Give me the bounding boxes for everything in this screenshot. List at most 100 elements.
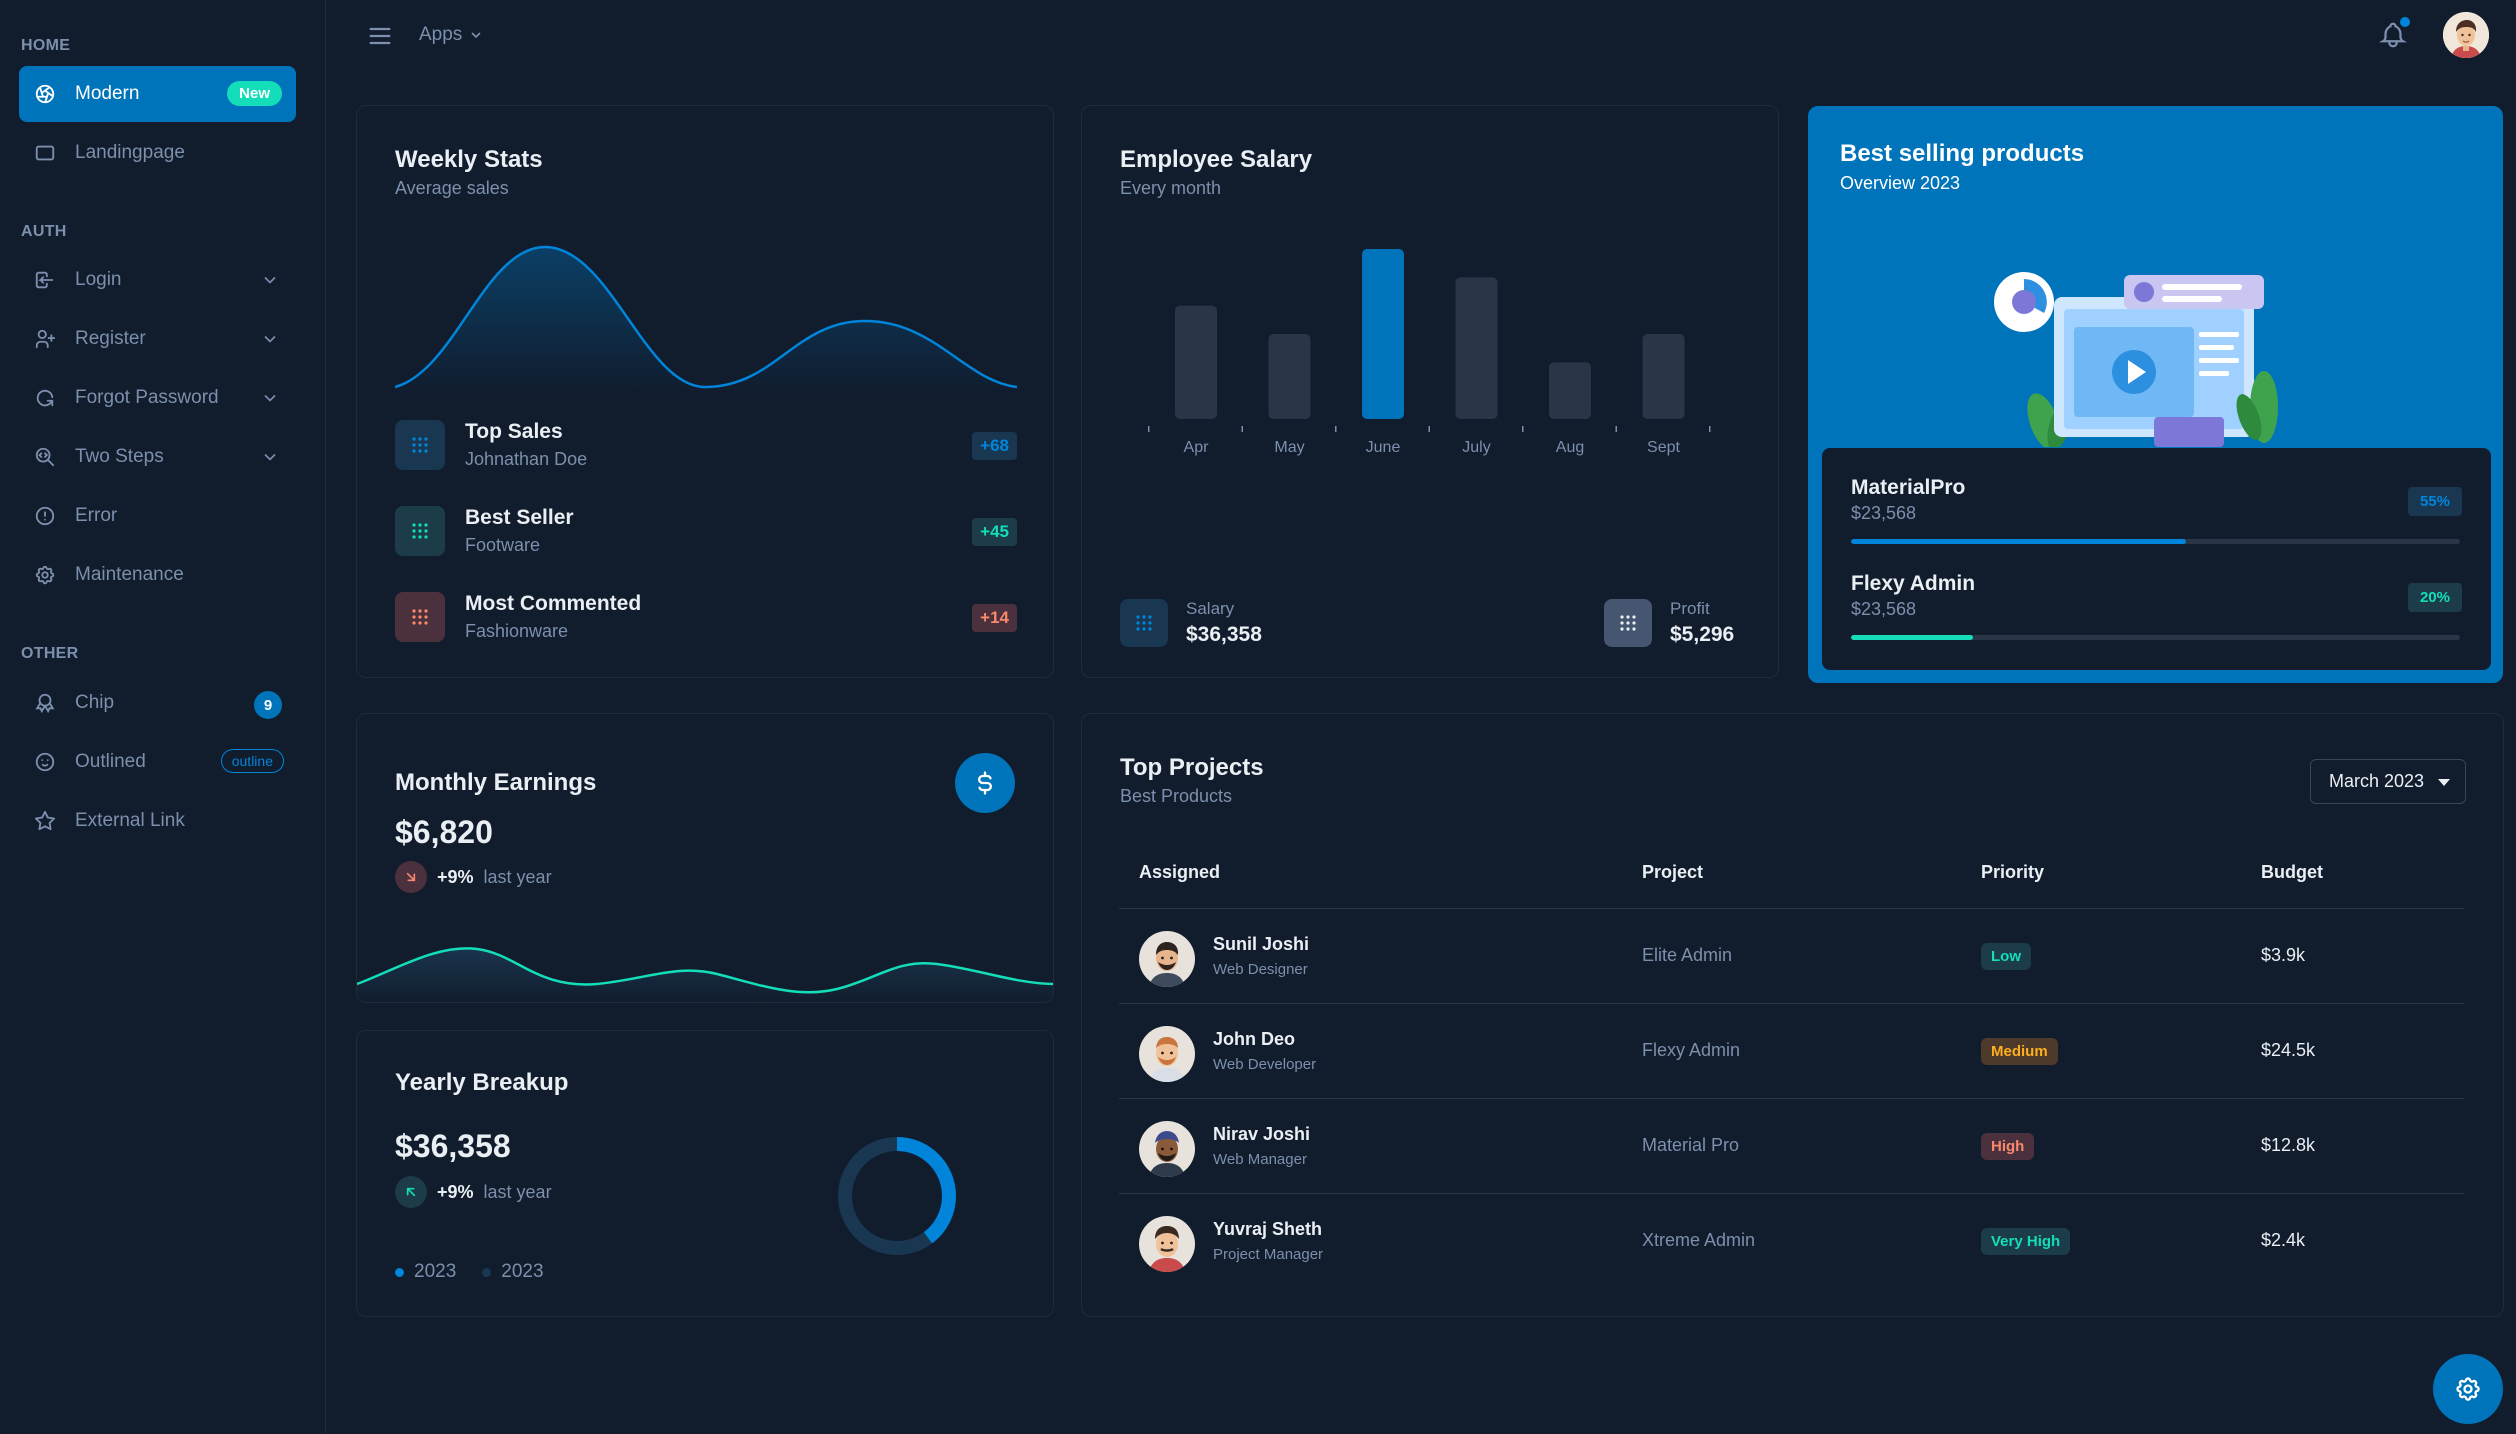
menu-icon[interactable] <box>366 22 394 50</box>
zoom-code-icon <box>33 445 57 469</box>
sidebar-item-label: Modern <box>75 83 140 104</box>
avatar <box>1139 1216 1195 1272</box>
chevron-down-icon <box>471 32 481 39</box>
card-subtitle: Average sales <box>395 178 509 198</box>
best-selling-card: Best selling products Overview 2023 Mate… <box>1808 106 2503 683</box>
card-title: Yearly Breakup <box>395 1069 569 1096</box>
award-icon <box>33 691 57 715</box>
salary-bar-chart <box>1148 249 1711 432</box>
x-tick-label: June <box>1365 439 1401 456</box>
settings-icon <box>33 563 57 587</box>
project-name: Xtreme Admin <box>1642 1230 1756 1250</box>
budget-value: $12.8k <box>2261 1135 2316 1155</box>
sidebar-item-label: External Link <box>75 810 185 831</box>
top-projects-card: Top Projects Best Products <box>1081 713 2504 1317</box>
breakup-trend: +9% last year <box>395 1176 552 1208</box>
stat-desc: Footware <box>465 535 541 555</box>
sidebar-item-maintenance[interactable]: Maintenance <box>19 547 296 603</box>
priority-badge: High <box>1981 1133 2035 1160</box>
sidebar-item-label: Chip <box>75 692 115 713</box>
bar-may <box>1268 334 1311 419</box>
currency-dollar-icon <box>955 753 1015 813</box>
month-select[interactable]: March 2023 <box>2310 759 2466 804</box>
grid-dots-icon <box>395 506 445 556</box>
column-header: Assigned <box>1139 862 1221 882</box>
arrow-up-left-icon <box>395 1176 427 1208</box>
x-tick-label: July <box>1462 439 1491 456</box>
sidebar-item-chip[interactable]: Chip 9 <box>19 675 296 731</box>
table-row: John Deo Web Developer Flexy Admin Mediu… <box>1119 1003 2464 1098</box>
alert-circle-icon <box>33 504 57 528</box>
legend-item: 2023 <box>395 1261 456 1283</box>
list-item: Most Commented Fashionware +14 <box>395 592 1017 648</box>
stat-value-badge: +45 <box>972 518 1017 546</box>
salary-summary: Salary $36,358 <box>1120 599 1262 647</box>
earnings-value: $6,820 <box>395 814 493 850</box>
stat-name: Most Commented <box>465 592 642 615</box>
yearly-breakup-card: Yearly Breakup $36,358 +9% last year 202… <box>356 1030 1054 1317</box>
new-badge: New <box>227 81 282 106</box>
bar-sept <box>1642 334 1685 419</box>
breakup-value: $36,358 <box>395 1128 511 1164</box>
assignee-role: Web Manager <box>1213 1151 1307 1168</box>
bell-icon[interactable] <box>2378 20 2408 50</box>
stat-value-badge: +68 <box>972 432 1017 460</box>
budget-value: $2.4k <box>2261 1230 2306 1250</box>
settings-fab-button[interactable] <box>2433 1354 2503 1424</box>
card-title: Weekly Stats <box>395 146 543 173</box>
caret-down-icon <box>2438 779 2450 786</box>
legend-item: 2023 <box>482 1261 544 1283</box>
sidebar-item-outlined[interactable]: Outlined outline <box>19 734 296 790</box>
assignee-name: Sunil Joshi <box>1213 934 1310 954</box>
product-name: Flexy Admin <box>1851 572 1976 595</box>
apps-dropdown[interactable]: Apps <box>419 24 484 46</box>
table-row: Yuvraj Sheth Project Manager Xtreme Admi… <box>1119 1193 2464 1288</box>
products-illustration <box>1994 272 2278 447</box>
notification-dot <box>2400 17 2410 27</box>
sidebar: HOME Modern New Landingpage AUTH Login R… <box>0 0 326 1434</box>
product-percent-badge: 20% <box>2407 583 2462 612</box>
salary-label: Salary <box>1186 599 1235 618</box>
project-name: Elite Admin <box>1642 945 1733 965</box>
sidebar-item-register[interactable]: Register <box>19 311 296 367</box>
aperture-icon <box>33 82 57 106</box>
avatar <box>1139 1121 1195 1177</box>
sidebar-item-landingpage[interactable]: Landingpage <box>19 125 296 181</box>
priority-badge: Medium <box>1981 1038 2058 1065</box>
grid-dots-icon <box>395 592 445 642</box>
monthly-earnings-card: Monthly Earnings $6,820 +9% last year <box>356 713 1054 1003</box>
sidebar-item-forgot-password[interactable]: Forgot Password <box>19 370 296 426</box>
x-tick-label: Aug <box>1555 439 1585 456</box>
sidebar-item-login[interactable]: Login <box>19 252 296 308</box>
star-icon <box>33 809 57 833</box>
avatar <box>1139 1026 1195 1082</box>
sidebar-item-label: Two Steps <box>75 446 164 467</box>
legend-dot <box>395 1267 404 1277</box>
sidebar-item-modern[interactable]: Modern New <box>19 66 296 122</box>
list-item: Best Seller Footware +45 <box>395 506 1017 562</box>
stat-value-badge: +14 <box>972 604 1017 632</box>
product-value: $23,568 <box>1851 503 1917 523</box>
avatar[interactable] <box>2443 12 2489 58</box>
apps-label: Apps <box>419 24 463 45</box>
sidebar-item-external-link[interactable]: External Link <box>19 793 296 849</box>
nav-caption-auth: AUTH <box>21 223 67 240</box>
breakup-donut-chart <box>838 1137 956 1255</box>
progress-bar <box>1851 539 2460 544</box>
product-name: MaterialPro <box>1851 476 1966 499</box>
x-tick-label: Apr <box>1183 439 1209 456</box>
earnings-trend: +9% last year <box>395 861 552 893</box>
profit-label: Profit <box>1670 599 1710 618</box>
trend-percent: +9% <box>437 1181 474 1202</box>
trend-text: last year <box>483 1181 552 1202</box>
sidebar-item-two-steps[interactable]: Two Steps <box>19 429 296 485</box>
sidebar-item-error[interactable]: Error <box>19 488 296 544</box>
stat-desc: Fashionware <box>465 621 569 641</box>
user-plus-icon <box>33 327 57 351</box>
column-header: Project <box>1642 862 1704 882</box>
project-name: Flexy Admin <box>1642 1040 1741 1060</box>
chevron-down-icon <box>264 335 276 343</box>
assignee-role: Project Manager <box>1213 1246 1324 1263</box>
sidebar-item-label: Landingpage <box>75 142 185 163</box>
mood-smile-icon <box>33 750 57 774</box>
